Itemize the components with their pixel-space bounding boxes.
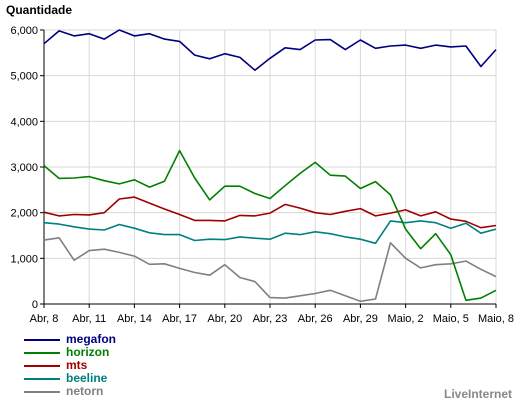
y-tick-label: 6,000 [10, 25, 38, 37]
legend-swatch [24, 338, 60, 341]
series-line-beeline [43, 220, 497, 245]
legend-item-mts: mts [24, 359, 116, 372]
y-tick-label: 1,000 [10, 253, 38, 265]
legend-label: megafon [66, 332, 117, 346]
legend-label: netorn [66, 384, 104, 398]
legend-swatch [24, 364, 60, 367]
series-line-mts [43, 196, 497, 229]
y-tick-label: 4,000 [10, 116, 38, 128]
legend-swatch [24, 377, 60, 380]
y-axis-label: Quantidade [6, 3, 73, 17]
legend-item-horizon: horizon [24, 346, 116, 359]
x-tick-label: Abr, 11 [72, 313, 106, 325]
y-tick-label: 3,000 [10, 162, 38, 174]
legend-swatch [24, 351, 60, 354]
watermark: LiveInternet [443, 387, 512, 401]
legend-label: beeline [66, 371, 108, 385]
series-line-netorn [43, 237, 497, 303]
y-tick-label: 2,000 [10, 208, 38, 220]
x-tick-label: Abr, 29 [343, 313, 378, 325]
legend-item-netorn: netorn [24, 385, 116, 398]
legend-label: horizon [66, 345, 110, 359]
x-tick-label: Abr, 17 [162, 313, 197, 325]
plot-area: 0 1,000 2,000 3,000 4,000 5,000 6,000 Abr, 8 Abr… [10, 25, 514, 325]
series-line-megafon [43, 29, 497, 71]
x-tick-label: Abr, 8 [30, 313, 59, 325]
x-tick-label: Abr, 26 [298, 313, 333, 325]
legend: megafon horizon mts beeline netorn [24, 333, 116, 398]
legend-item-megafon: megafon [24, 333, 116, 346]
legend-item-beeline: beeline [24, 372, 116, 385]
y-tick-label: 5,000 [10, 71, 38, 83]
legend-swatch [24, 390, 60, 393]
x-tick-label: Maio, 2 [388, 313, 424, 325]
x-tick-label: Abr, 14 [117, 313, 152, 325]
x-tick-label: Abr, 20 [207, 313, 242, 325]
x-tick-label: Maio, 5 [433, 313, 469, 325]
legend-label: mts [66, 358, 88, 372]
x-tick-label: Abr, 23 [253, 313, 288, 325]
y-tick-label: 0 [32, 299, 38, 311]
x-tick-label: Maio, 8 [478, 313, 514, 325]
series-line-horizon [43, 149, 497, 302]
